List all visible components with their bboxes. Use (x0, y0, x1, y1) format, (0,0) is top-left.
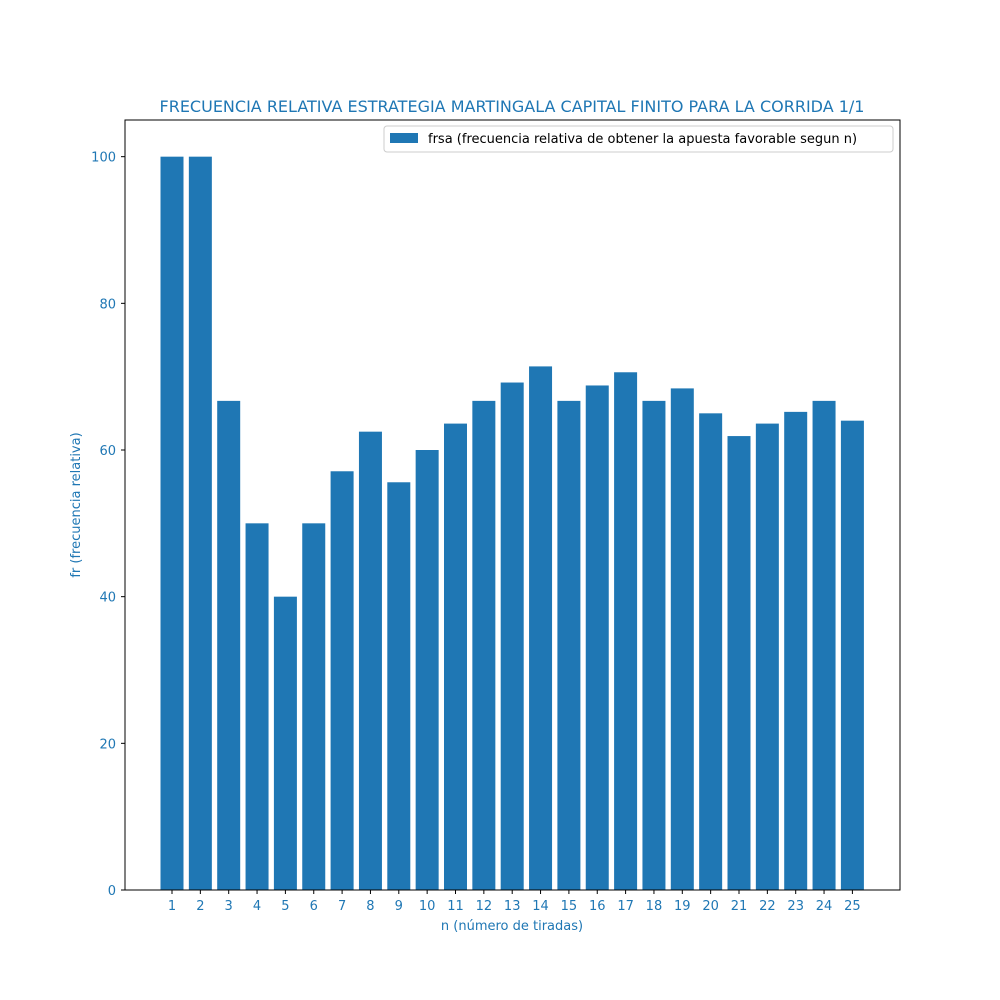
bar-23 (784, 411, 808, 890)
chart-title: FRECUENCIA RELATIVA ESTRATEGIA MARTINGAL… (160, 97, 865, 116)
bar-6 (302, 523, 326, 890)
x-tick-label: 11 (447, 899, 464, 914)
bar-20 (699, 413, 723, 890)
x-axis-label: n (número de tiradas) (441, 919, 583, 934)
bar-2 (188, 156, 212, 891)
x-tick-label: 22 (759, 899, 776, 914)
bar-19 (670, 388, 694, 890)
x-tick-label: 21 (731, 899, 748, 914)
x-tick-label: 6 (310, 899, 318, 914)
x-tick-label: 10 (419, 899, 436, 914)
legend: frsa (frecuencia relativa de obtener la … (383, 125, 894, 153)
x-tick-label: 3 (225, 899, 233, 914)
x-tick-label: 1 (168, 899, 176, 914)
bar-4 (245, 523, 269, 890)
bar-8 (358, 431, 382, 890)
bar-12 (472, 400, 496, 890)
bar-17 (614, 372, 638, 890)
bar-5 (273, 596, 297, 890)
x-tick-label: 24 (816, 899, 833, 914)
y-tick-label: 20 (99, 737, 116, 752)
x-tick-label: 20 (702, 899, 719, 914)
x-tick-label: 9 (395, 899, 403, 914)
bar-9 (387, 482, 411, 890)
x-tick-label: 19 (674, 899, 691, 914)
x-tick-label: 17 (617, 899, 634, 914)
x-tick-label: 23 (787, 899, 804, 914)
x-tick-label: 14 (532, 899, 549, 914)
x-tick-label: 16 (589, 899, 606, 914)
y-tick-label: 100 (91, 151, 116, 166)
x-tick-label: 25 (844, 899, 861, 914)
x-axis: 1 2 3 4 5 6 7 8 9 10 11 12 13 14 15 16 17 18 19 20 21 22 23 24 2… (168, 890, 861, 914)
bar-14 (529, 366, 553, 890)
bar-11 (444, 423, 467, 890)
x-tick-label: 7 (338, 899, 346, 914)
bar-1 (160, 156, 184, 891)
bar-10 (415, 450, 439, 890)
bar-18 (642, 400, 666, 890)
x-tick-label: 2 (196, 899, 204, 914)
bar-16 (585, 385, 609, 890)
plot-frame (124, 119, 901, 891)
legend-entry-label: frsa (frecuencia relativa de obtener la … (428, 132, 857, 147)
bar-22 (755, 423, 779, 890)
y-tick-label: 40 (99, 591, 116, 606)
legend-swatch (390, 133, 418, 143)
y-tick-label: 0 (108, 884, 116, 899)
bar-24 (812, 400, 836, 890)
x-tick-label: 5 (281, 899, 289, 914)
x-tick-label: 18 (646, 899, 663, 914)
bar-21 (727, 436, 751, 890)
bar-15 (557, 400, 581, 890)
y-axis: 0 20 40 60 80 100 (91, 151, 125, 899)
bar-3 (217, 400, 241, 890)
x-tick-label: 12 (476, 899, 493, 914)
x-tick-label: 8 (366, 899, 374, 914)
bar-13 (500, 382, 524, 890)
bar-7 (330, 471, 354, 890)
y-tick-label: 60 (99, 444, 116, 459)
y-axis-label: fr (frecuencia relativa) (69, 432, 84, 577)
legend-box (383, 125, 894, 153)
y-tick-label: 80 (99, 297, 116, 312)
x-tick-label: 15 (561, 899, 578, 914)
bar-25 (840, 420, 864, 890)
x-tick-label: 4 (253, 899, 261, 914)
x-tick-label: 13 (504, 899, 521, 914)
bars-group (160, 156, 864, 891)
